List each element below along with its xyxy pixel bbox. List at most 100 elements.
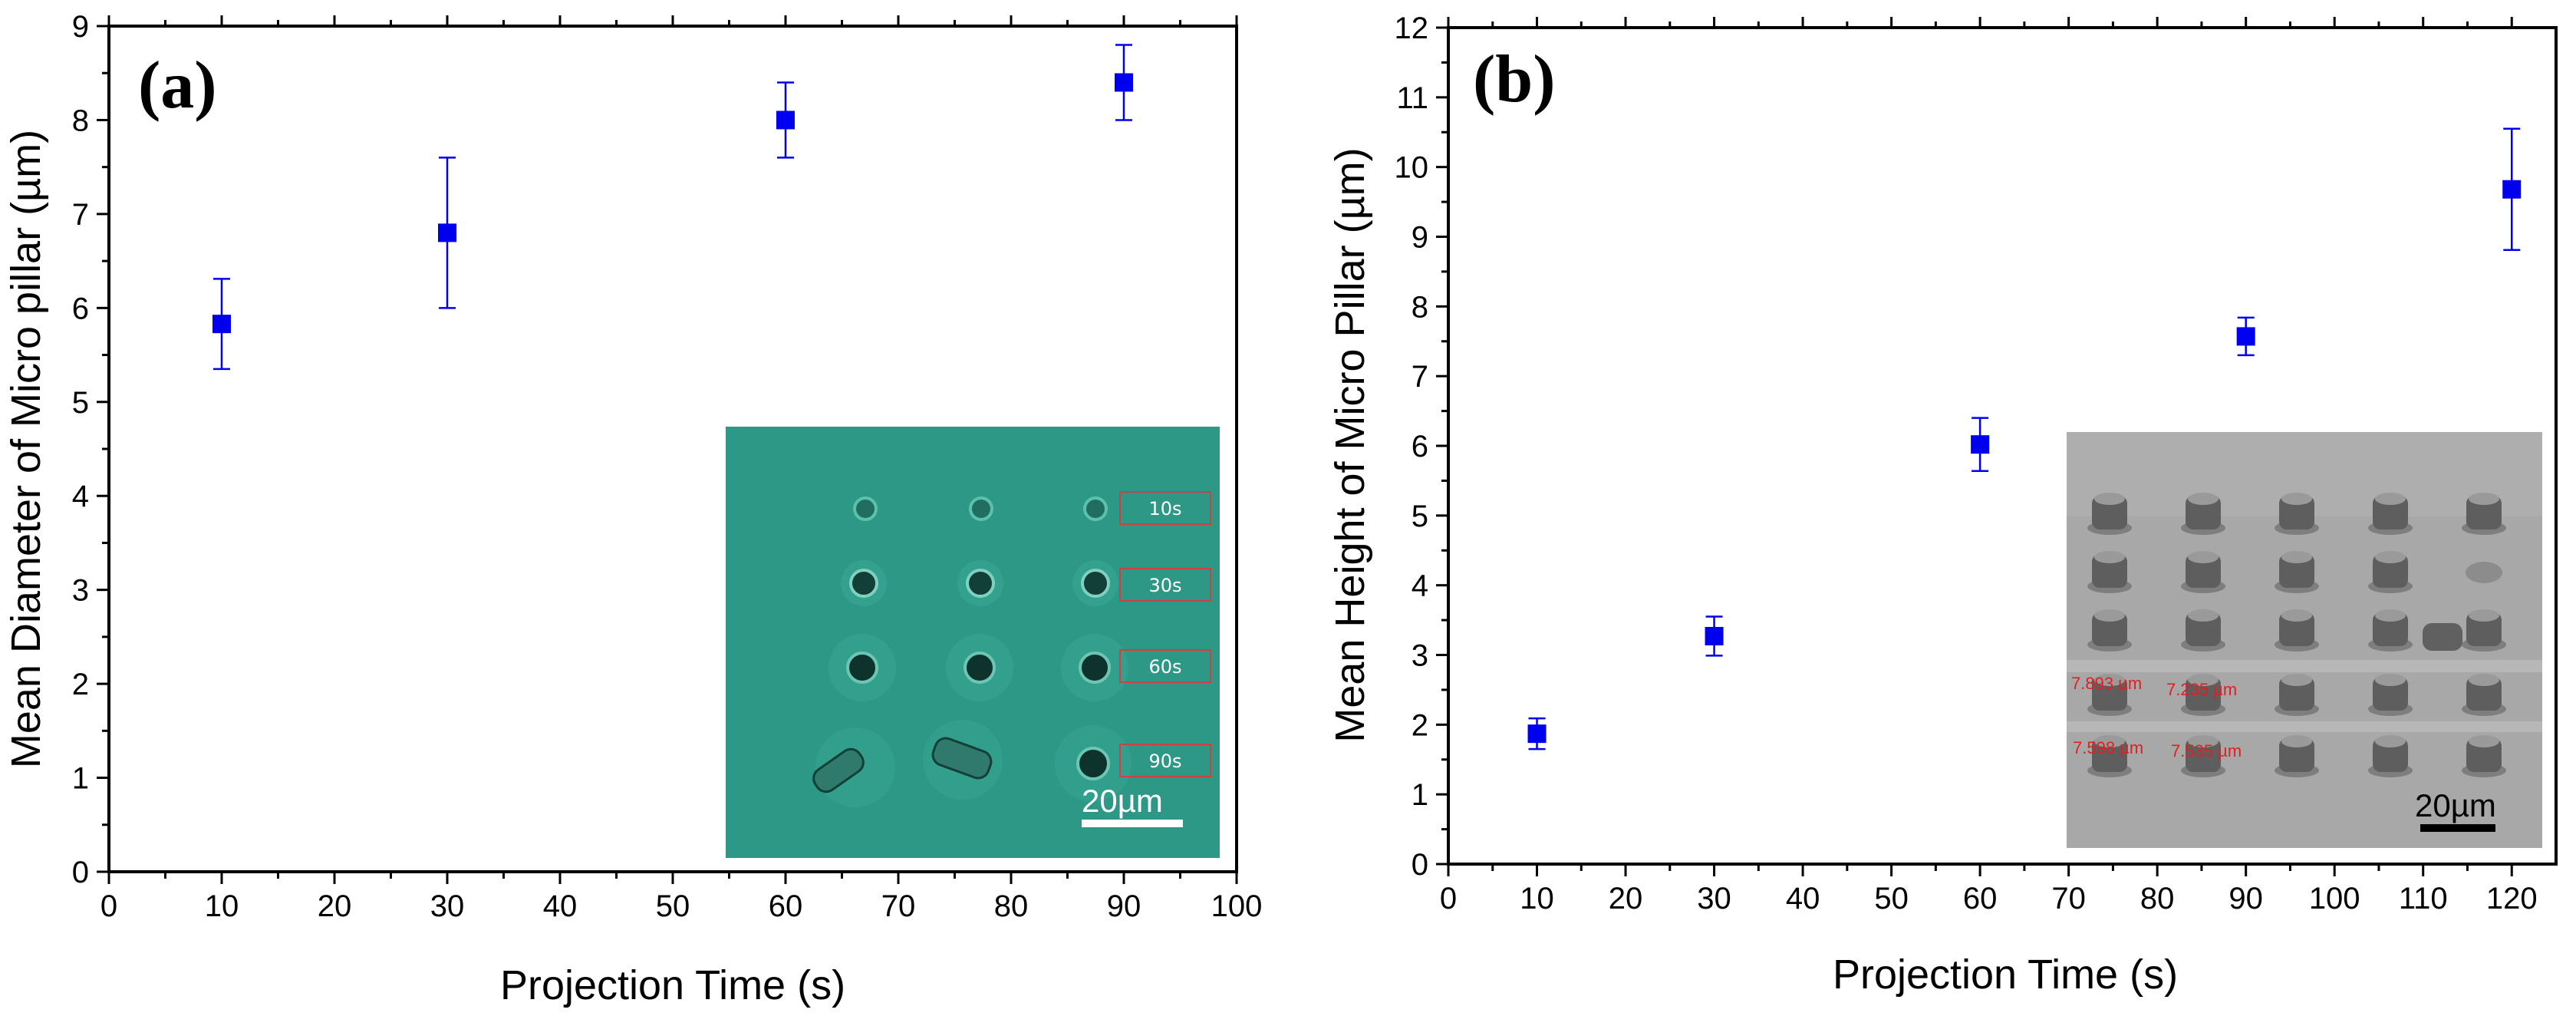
- panel-b-xtick-label-0: 0: [1440, 882, 1457, 915]
- sem-pillar-body: [2186, 554, 2221, 588]
- panel-b-xtick-label-80: 80: [2140, 882, 2175, 915]
- sem-pillar-r1c3: [2275, 493, 2319, 535]
- panel-a-xtick-label-100: 100: [1211, 889, 1263, 923]
- panel-a-ticks: 0 10 20 30 40 50 60 70 80 90 100 0 1 2 3 4 5 6 7 8 9: [72, 10, 1263, 923]
- sem-pillar-body: [2092, 677, 2127, 711]
- sem-pillar-body: [2279, 554, 2314, 588]
- sem-pillar-body: [2466, 496, 2502, 529]
- panel-b-ytick-label-12: 12: [1395, 12, 1429, 45]
- panel-b-marker-60s: [1971, 435, 1990, 454]
- inset-a-box-10s: [1119, 491, 1211, 525]
- inset-b-scale-bar: [2420, 824, 2495, 832]
- panel-b-xtick-label-120: 120: [2486, 882, 2538, 915]
- panel-b-ytick-label-0: 0: [1412, 848, 1428, 882]
- panel-a-xtick-label-40: 40: [543, 889, 578, 923]
- panel-b-ytick-label-7: 7: [1412, 360, 1428, 394]
- inset-a-box-90s: [1119, 744, 1211, 777]
- sem-pillar-r1c1: [2087, 493, 2132, 535]
- sem-pillar-body: [2466, 612, 2502, 646]
- sem-pillar-body: [2279, 612, 2314, 646]
- inset-b-measure-1: 7.893 µm: [2071, 674, 2142, 693]
- panel-a-data-marks: [212, 44, 1133, 371]
- sem-pillar-top: [2188, 735, 2219, 747]
- panel-b-marker-30s: [1705, 626, 1724, 645]
- pillar-a-r2c3: [1081, 569, 1110, 598]
- sem-pillar-top: [2281, 735, 2312, 747]
- panel-b-x-axis-label: Projection Time (s): [1833, 952, 2178, 998]
- sem-pillar-r5c1: [2087, 735, 2132, 777]
- panel-b-marker-120s: [2502, 180, 2522, 199]
- sem-pillar-top: [2188, 493, 2219, 505]
- inset-b-pillars: [2087, 493, 2506, 777]
- panel-b-point-10s: [1527, 717, 1547, 751]
- sem-pillar-r2c4: [2368, 551, 2413, 593]
- panel-a: 10s 30s 60s 90s 20µm 0 10 20 30 40 50 60 70 80 90…: [3, 10, 1262, 1008]
- sem-pillar-top: [2375, 609, 2406, 622]
- panel-a-marker-30s: [438, 223, 456, 242]
- sem-pillar-top: [2188, 674, 2219, 686]
- fallen-pillar-a-2: [931, 737, 993, 780]
- sem-pillar-top: [2094, 609, 2125, 622]
- inset-b-scale-label: 20µm: [2415, 787, 2496, 823]
- panel-a-ytick-label-5: 5: [72, 386, 89, 420]
- panel-b-marker-10s: [1527, 724, 1547, 744]
- panel-b-ytick-label-8: 8: [1412, 290, 1428, 324]
- panel-b-xtick-label-100: 100: [2309, 882, 2360, 915]
- inset-b-measure-2: 7.235 µm: [2166, 680, 2237, 699]
- sem-pillar-r5c3: [2275, 735, 2319, 777]
- sem-pillar-top: [2094, 674, 2125, 686]
- panel-b-ytick-label-9: 9: [1412, 221, 1428, 255]
- panel-b-xtick-label-40: 40: [1786, 882, 1820, 915]
- sem-pillar-body: [2373, 677, 2408, 711]
- inset-a-label-60s: 60s: [1148, 656, 1181, 678]
- sem-pillar-r3c5: [2462, 609, 2506, 652]
- sem-pillar-top: [2469, 735, 2499, 747]
- panel-a-marker-60s: [776, 111, 795, 130]
- panel-b-y-axis-label: Mean Height of Micro Pillar (µm): [1327, 147, 1373, 742]
- panel-b-ytick-label-6: 6: [1412, 430, 1428, 464]
- panel-a-marker-90s: [1115, 73, 1133, 92]
- sem-pillar-body: [2092, 738, 2127, 772]
- pillar-a-r1c1: [853, 497, 878, 521]
- sem-pillar-r5c4: [2368, 735, 2413, 777]
- panel-a-xtick-label-30: 30: [430, 889, 465, 923]
- inset-b-sem-image: 7.893 µm 7.235 µm 7.598 µm 7.535 µm 20µm: [2067, 432, 2542, 848]
- sem-pillar-top: [2188, 609, 2219, 622]
- sem-pillar-r1c5: [2462, 493, 2506, 535]
- panel-a-ytick-label-3: 3: [72, 574, 89, 608]
- sem-pillar-top: [2469, 609, 2499, 622]
- pillar-a-r2c2: [966, 569, 995, 598]
- sem-pillar-top: [2375, 674, 2406, 686]
- sem-pillar-r2c1: [2087, 551, 2132, 593]
- fallen-pillar-a-1: [812, 747, 865, 793]
- sem-pillar-body: [2466, 677, 2502, 711]
- panel-a-xtick-label-80: 80: [994, 889, 1029, 923]
- sem-pillar-r1c2: [2181, 493, 2225, 535]
- inset-b-measure-3: 7.598 µm: [2073, 738, 2143, 757]
- sem-pillar-top: [2469, 674, 2499, 686]
- inset-b-measure-4: 7.535 µm: [2171, 741, 2242, 760]
- inset-a-label-10s: 10s: [1148, 498, 1181, 520]
- panel-b-xtick-label-60: 60: [1963, 882, 1998, 915]
- panel-a-x-axis-label: Projection Time (s): [500, 962, 845, 1008]
- sem-pillar-body: [2092, 496, 2127, 529]
- panel-b-point-90s: [2236, 316, 2255, 357]
- inset-a-scale-bar: [1082, 820, 1183, 827]
- panel-a-plot-frame: [107, 25, 1238, 873]
- panel-a-xtick-label-20: 20: [318, 889, 352, 923]
- sem-pillar-top: [2188, 551, 2219, 563]
- sem-pillar-top: [2281, 609, 2312, 622]
- sem-pillar-body: [2373, 554, 2408, 588]
- inset-b-band-2: [2067, 660, 2542, 672]
- panel-b-point-30s: [1705, 615, 1724, 657]
- sem-pillar-r2c2: [2181, 551, 2225, 593]
- panel-a-ytick-label-9: 9: [72, 10, 89, 44]
- inset-a-scale-label: 20µm: [1082, 783, 1163, 819]
- sem-pillar-top: [2094, 551, 2125, 563]
- sem-pillar-top: [2281, 493, 2312, 505]
- pillar-a-r2c1: [849, 569, 878, 598]
- panel-a-ytick-label-0: 0: [72, 856, 89, 889]
- sem-pillar-body: [2186, 496, 2221, 529]
- panel-b: 7.893 µm 7.235 µm 7.598 µm 7.535 µm 20µm…: [1327, 12, 2558, 998]
